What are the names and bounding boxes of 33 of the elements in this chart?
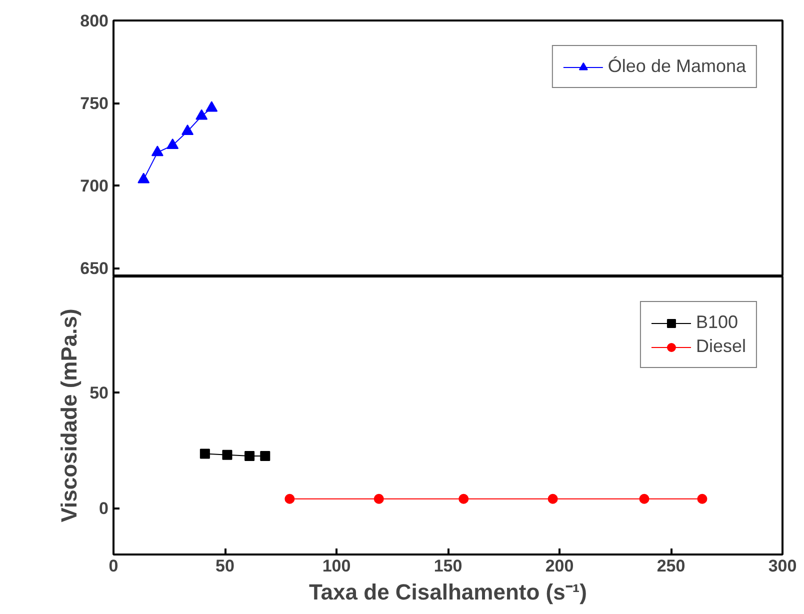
point (374, 494, 384, 504)
y-tick-label: 700 (80, 176, 109, 196)
x-tick-label: 50 (216, 556, 234, 576)
point (697, 494, 708, 504)
y-tick-label: 0 (99, 499, 109, 518)
point (284, 494, 295, 504)
point (458, 494, 469, 504)
x-tick-label: 250 (656, 556, 686, 576)
point (206, 101, 218, 112)
x-tick-label: 200 (545, 556, 574, 576)
point (260, 451, 270, 462)
point (151, 146, 164, 156)
x-tick-label: 100 (322, 556, 351, 576)
legend-label: B100 (696, 312, 738, 333)
point (639, 494, 650, 504)
y-axis-title: Viscosidade (mPa.s) (56, 308, 82, 522)
point (182, 124, 194, 135)
y-tick-label: 50 (90, 383, 109, 402)
point (222, 450, 232, 460)
point (166, 138, 179, 150)
point (548, 494, 558, 504)
legend-label: Diesel (696, 336, 746, 357)
point (138, 172, 150, 184)
point (200, 448, 210, 459)
y-tick-label: 800 (80, 12, 109, 30)
x-tick-label: 150 (434, 556, 462, 576)
x-tick-label: 300 (768, 556, 797, 576)
point (196, 109, 208, 120)
point (244, 451, 255, 462)
y-tick-label: 650 (80, 259, 109, 278)
legend-label: Óleo de Mamona (608, 56, 746, 77)
x-axis-title: Taxa de Cisalhamento (s⁻¹) (309, 580, 588, 604)
y-tick-label: 750 (80, 94, 109, 114)
